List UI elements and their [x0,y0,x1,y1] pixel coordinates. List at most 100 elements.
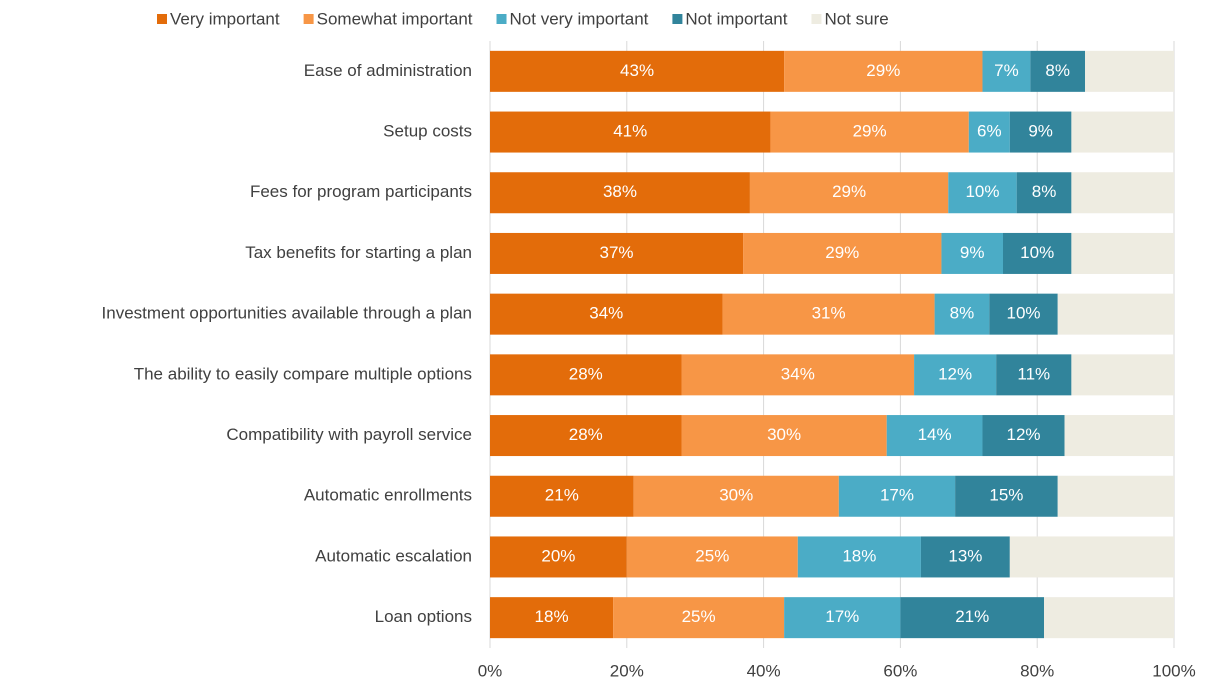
value-label: 28% [569,364,603,383]
value-label: 25% [682,607,716,626]
bar-segment [914,354,997,396]
x-tick-label: 0% [478,661,503,680]
legend-swatch [811,14,822,24]
value-label: 7% [994,61,1019,80]
value-label: 29% [825,243,859,262]
value-label: 8% [950,304,975,323]
category-label: Automatic enrollments [304,486,472,505]
value-label: 13% [948,546,982,565]
category-label: Investment opportunities available throu… [102,304,472,323]
bar-segment [955,475,1058,517]
category-label: Automatic escalation [315,546,472,565]
category-label: Loan options [375,607,472,626]
value-label: 9% [1028,122,1053,141]
bar-segment [490,536,627,578]
bar-segment [770,111,969,153]
bar-segment [626,536,798,578]
bar-segment [982,415,1065,457]
x-tick-label: 80% [1020,661,1054,680]
value-label: 29% [866,61,900,80]
x-tick-label: 20% [610,661,644,680]
value-label: 37% [600,243,634,262]
bar-segment [722,293,935,335]
value-label: 10% [965,182,999,201]
bar-segment [900,597,1045,639]
bar-segment [797,536,921,578]
value-label: 21% [955,607,989,626]
legend-label: Not sure [824,9,888,28]
bar-segment [784,597,901,639]
bar-segment [1071,354,1174,396]
legend-label: Somewhat important [317,9,473,28]
value-label: 43% [620,61,654,80]
bar-segment [968,111,1010,153]
value-label: 38% [603,182,637,201]
category-label: Compatibility with payroll service [226,425,472,444]
legend-label: Not important [685,9,787,28]
legend-label: Very important [170,9,280,28]
value-label: 17% [825,607,859,626]
bar-segment [1064,415,1174,457]
bar-segment [681,415,887,457]
bar-segment [1057,475,1174,517]
legend-swatch [303,14,314,24]
bar-segment [490,354,682,396]
category-label: Ease of administration [304,61,472,80]
value-label: 18% [535,607,569,626]
value-label: 6% [977,122,1002,141]
bar-segment [490,293,723,335]
bar-segment [490,111,771,153]
value-label: 10% [1007,304,1041,323]
value-label: 20% [541,546,575,565]
bar-segment [784,50,983,92]
value-label: 18% [842,546,876,565]
value-label: 31% [812,304,846,323]
value-label: 11% [1017,364,1050,383]
value-label: 29% [853,122,887,141]
bar-segment [1009,111,1072,153]
legend-swatch [496,14,507,24]
category-label: Fees for program participants [250,182,472,201]
value-label: 34% [781,364,815,383]
value-label: 15% [989,486,1023,505]
value-label: 12% [938,364,972,383]
category-label: The ability to easily compare multiple o… [134,364,472,383]
bar-segment [941,232,1003,274]
bar-segment [1009,536,1174,578]
bar-segment [996,354,1072,396]
bar-segment [886,415,983,457]
bar-segment [1085,50,1174,92]
value-label: 30% [719,486,753,505]
value-label: 10% [1020,243,1054,262]
bar-segment [1071,232,1174,274]
value-label: 8% [1045,61,1070,80]
bar-segment [1071,111,1174,153]
value-label: 25% [695,546,729,565]
bar-segment [490,415,682,457]
bar-segment [1071,172,1174,214]
bar-segment [934,293,990,335]
value-label: 29% [832,182,866,201]
legend-swatch [672,14,683,24]
bar-segment [1057,293,1174,335]
x-tick-label: 60% [883,661,917,680]
bar-segment [490,172,750,214]
bar-segment [613,597,785,639]
value-label: 8% [1032,182,1057,201]
bar-segment [749,172,949,214]
value-label: 21% [545,486,579,505]
bar-segment [948,172,1017,214]
value-label: 41% [613,122,647,141]
bar-segment [490,597,614,639]
bar-segment [1016,172,1072,214]
bar-segment [681,354,915,396]
bar-segment [920,536,1010,578]
bar-segment [1030,50,1086,92]
value-label: 34% [589,304,623,323]
x-tick-label: 100% [1152,661,1195,680]
category-label: Tax benefits for starting a plan [245,243,472,262]
legend-label: Not very important [510,9,649,28]
bar-segment [490,475,634,517]
